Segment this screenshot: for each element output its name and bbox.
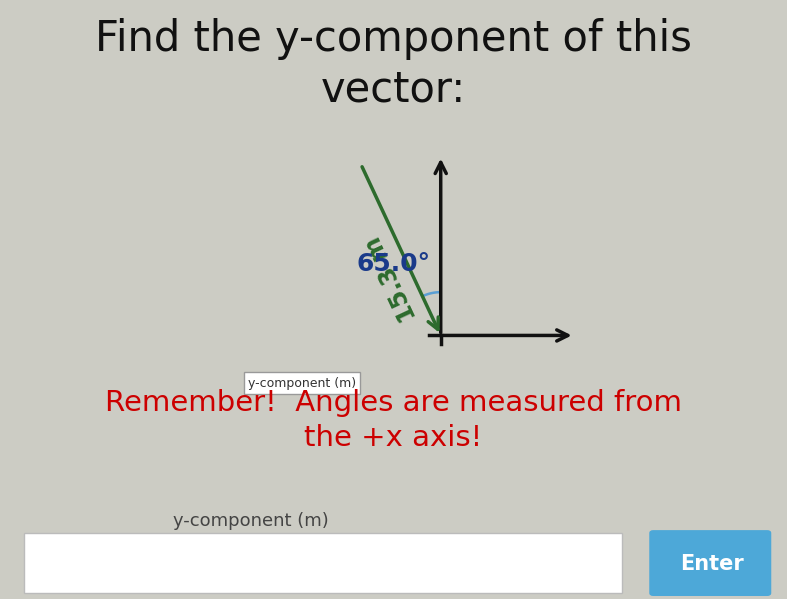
Text: Find the y-component of this
vector:: Find the y-component of this vector: <box>95 18 692 110</box>
Text: Remember!  Angles are measured from
the +x axis!: Remember! Angles are measured from the +… <box>105 389 682 452</box>
FancyBboxPatch shape <box>24 533 622 593</box>
FancyBboxPatch shape <box>649 530 771 596</box>
Text: Enter: Enter <box>680 554 745 574</box>
Text: 65.0°: 65.0° <box>357 252 430 276</box>
Text: 15.3 m: 15.3 m <box>361 232 422 325</box>
Text: y-component (m): y-component (m) <box>248 377 356 390</box>
Text: y-component (m): y-component (m) <box>173 512 329 530</box>
